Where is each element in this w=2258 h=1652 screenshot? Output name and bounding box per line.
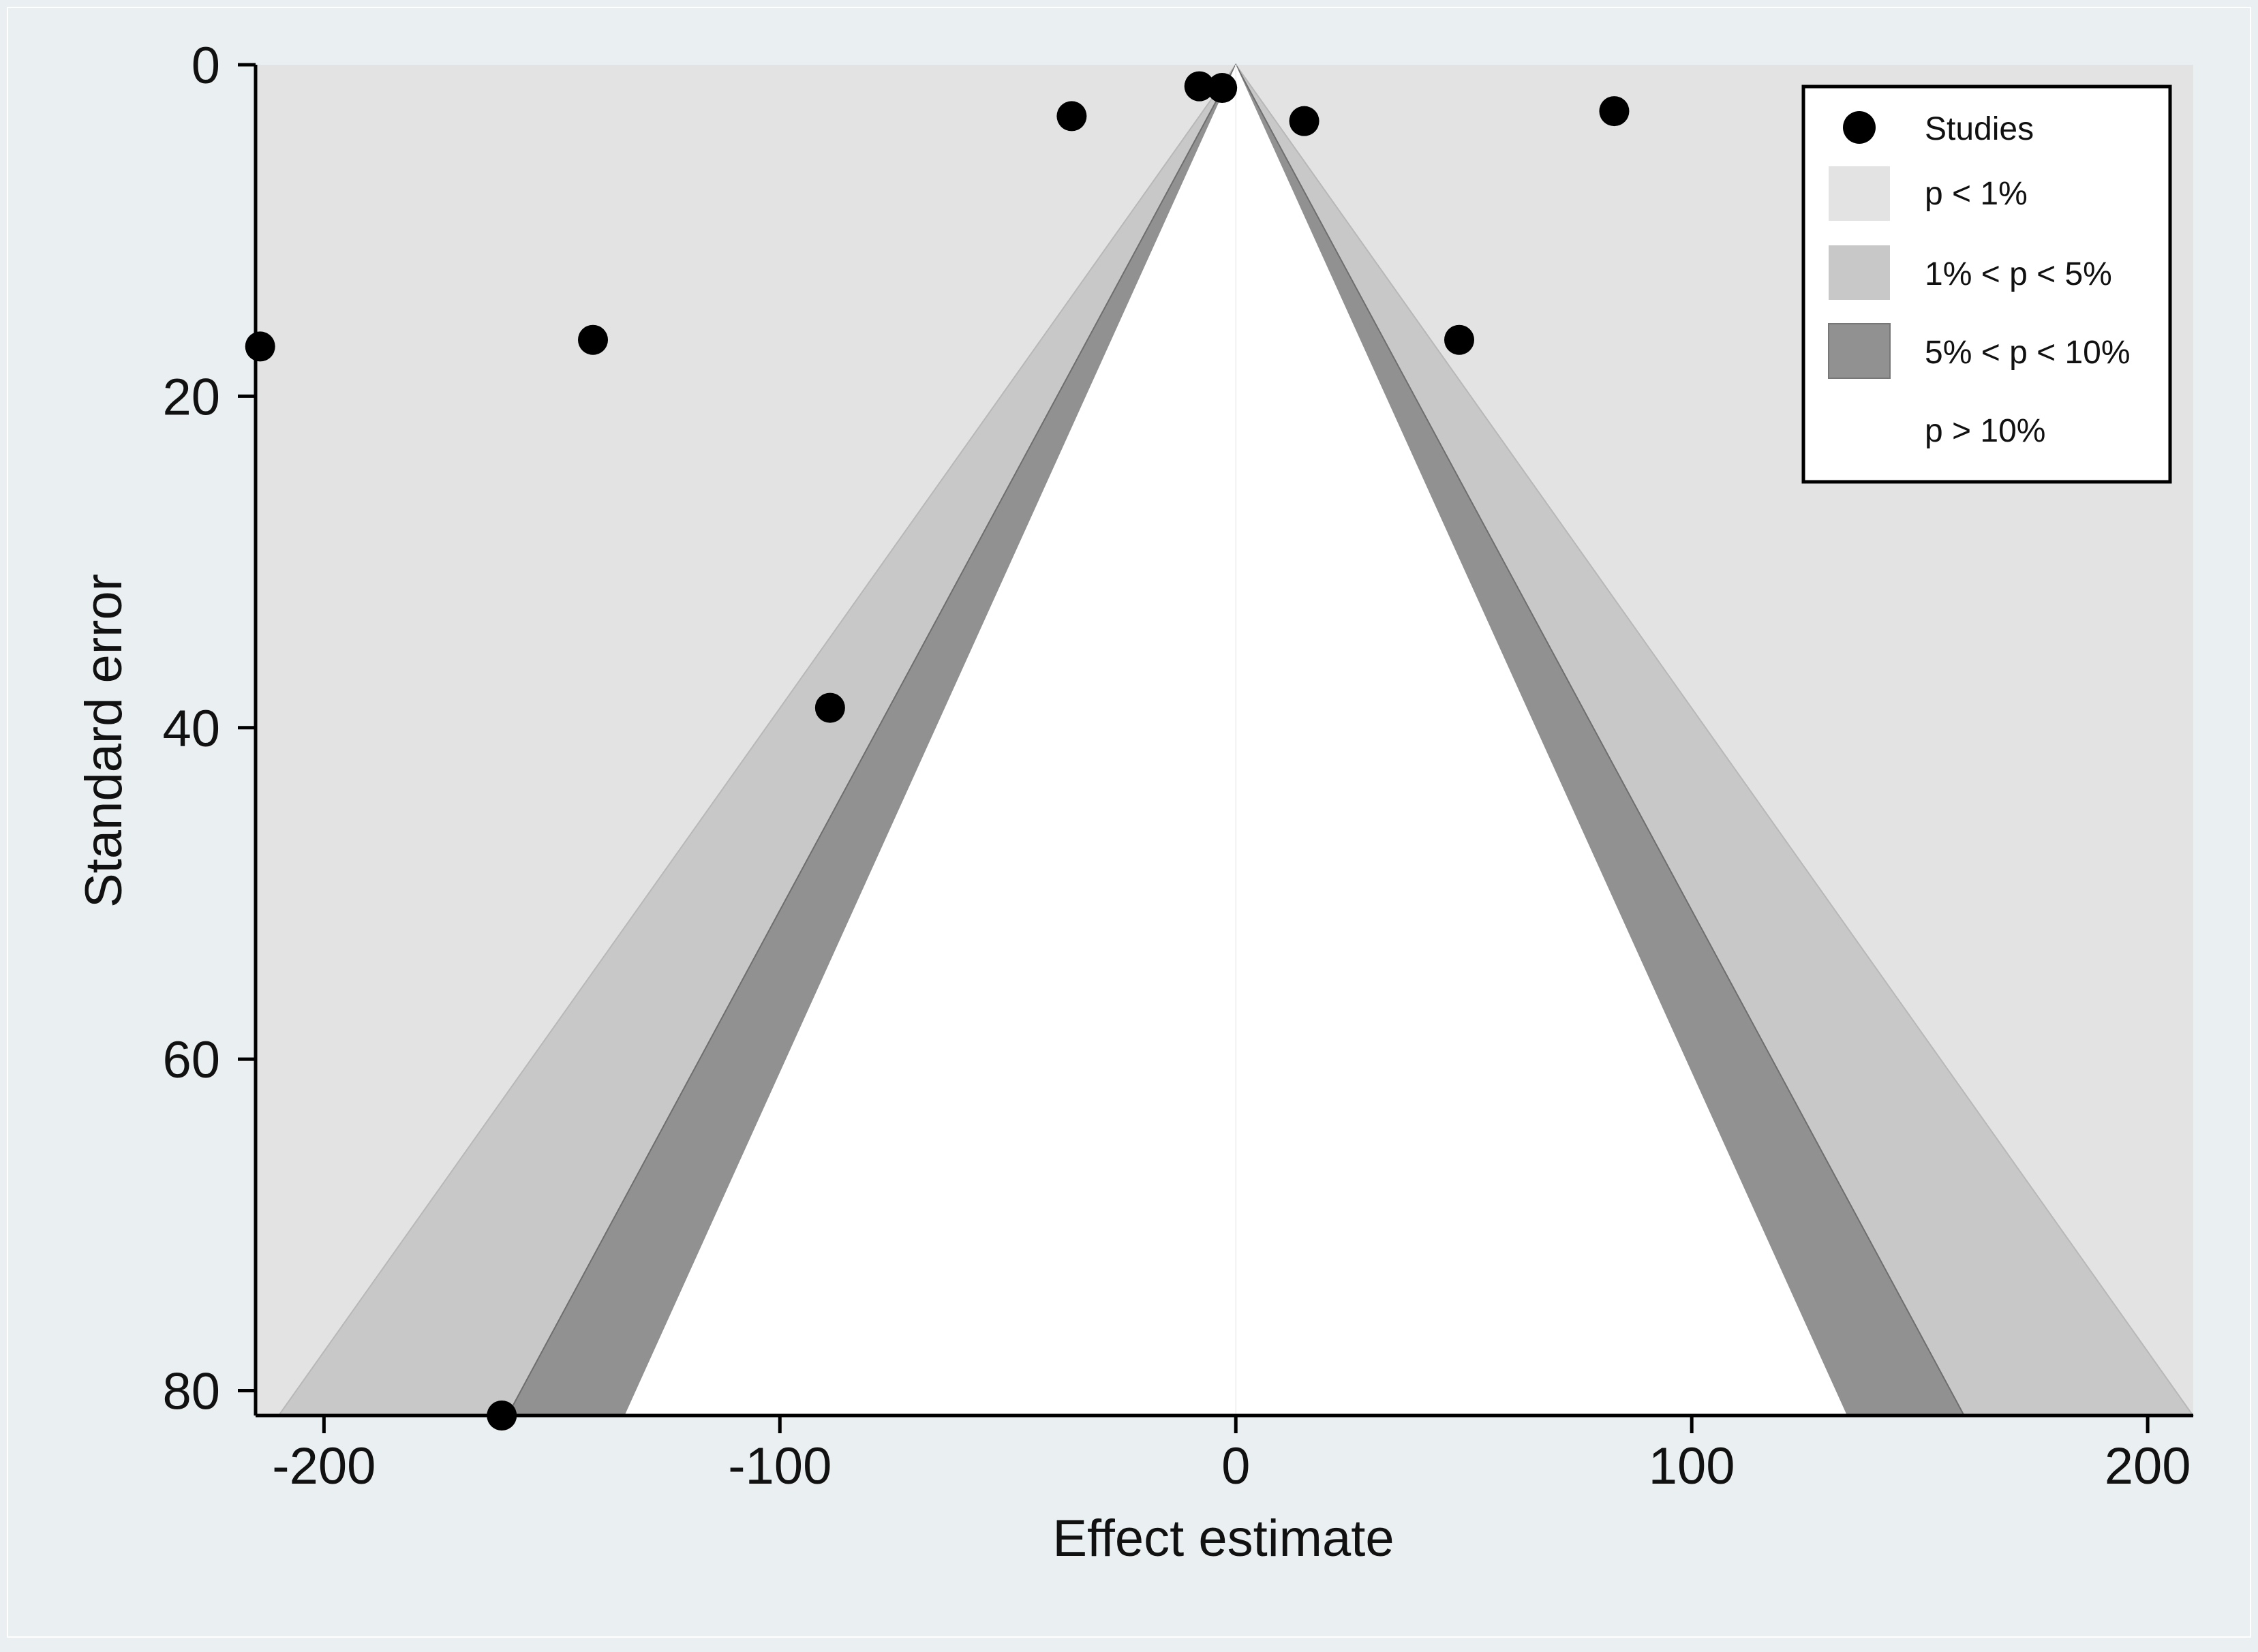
y-tick-label: 20 [162,368,220,426]
study-point [578,324,609,355]
legend-swatch-p-5-10 [1828,323,1891,379]
legend: Studies p < 1% 1% < p < 5% 5% < p < 10% … [1801,85,2172,484]
legend-label-p-1-5: 1% < p < 5% [1925,256,2112,292]
x-tick-label: 0 [1221,1437,1250,1495]
axes: -200 -100 0 100 200 0 20 40 60 80 [162,37,2193,1495]
legend-studies-marker [1843,111,1876,144]
study-point [1184,71,1215,102]
legend-label-p-5-10: 5% < p < 10% [1925,335,2131,371]
study-point [1207,73,1238,104]
study-point [245,331,275,362]
y-tick-label: 40 [162,700,220,758]
y-tick-label: 0 [192,37,220,95]
x-tick-label: 200 [2105,1437,2191,1495]
study-point [1444,324,1475,355]
legend-label-studies: Studies [1925,111,2034,147]
study-point [814,692,845,723]
legend-swatch-p-lt-1 [1829,166,1890,221]
study-point [1289,106,1319,136]
study-point [1056,101,1087,132]
y-tick-label: 60 [162,1031,220,1089]
x-axis-title: Effect estimate [1052,1510,1394,1567]
x-tick-label: 100 [1649,1437,1735,1495]
legend-label-p-gt-10: p > 10% [1925,413,2045,449]
study-point [487,1401,517,1431]
y-tick-label: 80 [162,1363,220,1421]
y-axis-title: Standard error [75,574,133,908]
data-points [245,71,1630,1431]
x-tick-label: -200 [272,1437,376,1495]
legend-label-p-lt-1: p < 1% [1925,176,2028,212]
study-point [1599,96,1630,127]
x-tick-label: -100 [728,1437,832,1495]
legend-swatch-p-1-5 [1829,245,1890,300]
